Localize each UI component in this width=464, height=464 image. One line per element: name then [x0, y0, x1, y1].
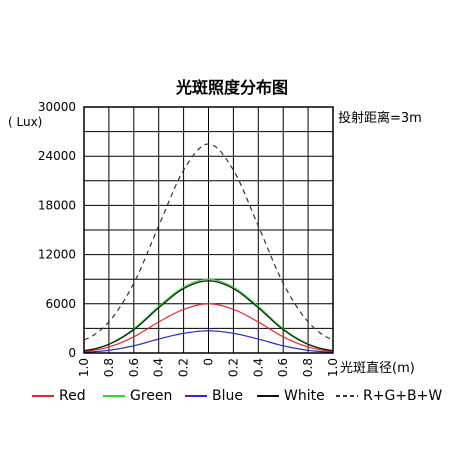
- legend-label: White: [284, 388, 325, 404]
- legend-label: Red: [59, 388, 86, 404]
- y-axis-label: ( Lux): [8, 115, 42, 129]
- x-tick-label: 0.8: [102, 358, 116, 377]
- y-tick-labels: 30000 24000 18000 12000 6000 0: [38, 100, 76, 360]
- x-tick-label: 0.2: [177, 358, 191, 377]
- y-tick-label: 12000: [38, 248, 76, 262]
- legend-swatch: [257, 395, 279, 397]
- legend-label: Green: [130, 388, 173, 404]
- series-line-green: [83, 278, 334, 352]
- legend-label: Blue: [212, 388, 243, 404]
- legend-item: White: [257, 388, 325, 404]
- legend-label: R+G+B+W: [363, 388, 443, 404]
- legend-swatch: [103, 395, 125, 397]
- y-tick-label: 6000: [45, 297, 76, 311]
- x-tick-label: 0: [202, 358, 216, 366]
- legend-item: Red: [32, 388, 86, 404]
- legend-item: R+G+B+W: [336, 388, 442, 404]
- x-tick-label: 0.4: [251, 358, 265, 377]
- y-tick-label: 30000: [38, 100, 76, 114]
- legend: Red Green Blue White R+G+B+W: [0, 388, 464, 410]
- x-axis-label: 光斑直径(m): [340, 361, 415, 376]
- legend-item: Green: [103, 388, 172, 404]
- y-tick-label: 24000: [38, 149, 76, 163]
- legend-swatch: [32, 395, 54, 397]
- projection-distance-note: 投射距离=3m: [338, 111, 422, 126]
- plot-border: [83, 106, 334, 354]
- plot-frame: [83, 106, 334, 354]
- x-tick-label: 0.4: [152, 358, 166, 377]
- x-tick-label: 1.0: [326, 358, 340, 377]
- series-line-blue: [83, 330, 334, 353]
- x-tick-label: 1.0: [77, 358, 91, 377]
- x-tick-label: 0.2: [226, 358, 240, 377]
- series-line-red: [83, 303, 334, 352]
- y-tick-label: 18000: [38, 198, 76, 212]
- x-tick-label: 0.8: [301, 358, 315, 377]
- y-tick-label: 0: [68, 346, 76, 360]
- series-line-r-g-b-w: [83, 143, 334, 341]
- x-tick-label: 0.6: [127, 358, 141, 377]
- legend-swatch: [336, 395, 358, 397]
- series-line-white: [83, 280, 334, 352]
- x-tick-labels: 1.0 0.8 0.6 0.4 0.2 0 0.2 0.4 0.6 0.8 1.0: [77, 358, 340, 377]
- legend-item: Blue: [185, 388, 243, 404]
- series-lines: [83, 143, 334, 353]
- legend-swatch: [185, 395, 207, 397]
- x-tick-label: 0.6: [276, 358, 290, 377]
- chart-title: 光斑照度分布图: [175, 78, 288, 97]
